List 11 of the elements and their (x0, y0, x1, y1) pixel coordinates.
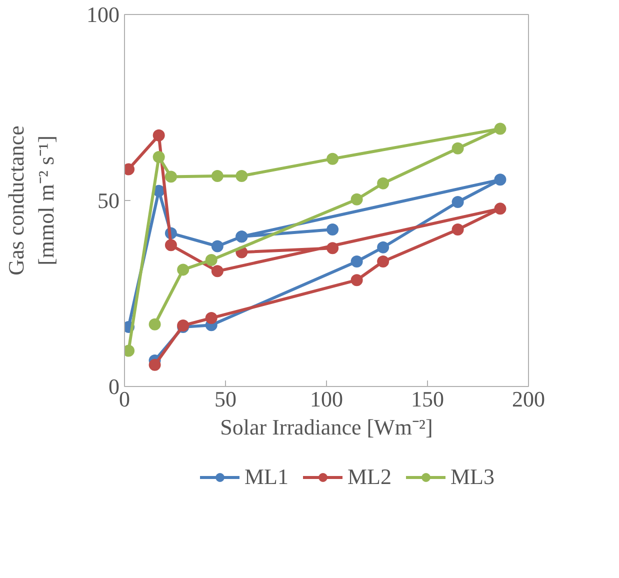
y-tick-label: 50 (98, 188, 120, 213)
x-tick-label: 150 (411, 386, 444, 412)
legend-label: ML2 (348, 464, 392, 490)
x-axis-title: Solar Irradiance [Wm⁻²] (220, 414, 433, 440)
x-tick-label: 50 (214, 386, 236, 412)
y-tick-label: 100 (86, 2, 120, 27)
legend-label: ML1 (244, 464, 288, 490)
x-tick-label: 100 (310, 386, 343, 412)
y-axis-title: Gas conductance [mmol m⁻² s⁻¹] (4, 126, 58, 276)
x-tick-label: 200 (512, 386, 545, 412)
legend-label: ML3 (450, 464, 494, 490)
